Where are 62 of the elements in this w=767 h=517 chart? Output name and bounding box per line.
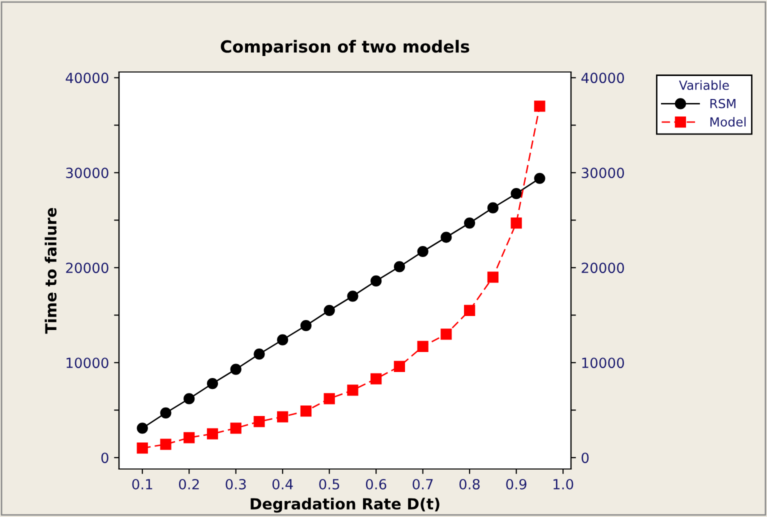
point	[300, 320, 312, 332]
point	[417, 246, 428, 258]
x-tick-label: 0.2	[178, 478, 199, 490]
x-tick-label: 0.4	[272, 478, 293, 490]
point	[136, 442, 148, 454]
point	[487, 202, 498, 214]
point	[254, 416, 265, 428]
point	[136, 422, 148, 434]
point	[324, 393, 335, 404]
point	[230, 364, 242, 375]
point	[206, 428, 218, 440]
chart-title: Comparison of two models	[220, 40, 470, 56]
point	[160, 407, 172, 419]
y-tick-label: 0	[101, 452, 108, 464]
x-tick-label: 0.3	[226, 478, 246, 490]
point	[277, 411, 288, 422]
y-tick-label: 40000	[66, 72, 108, 84]
x-tick-label: 0.7	[412, 478, 433, 490]
x-tick-label: 0.9	[506, 478, 526, 490]
point	[347, 290, 358, 302]
point	[206, 378, 218, 390]
x-tick-label: 0.1	[132, 478, 152, 490]
y-tick-label: 20000	[66, 262, 108, 274]
y2-tick-label: 20000	[582, 262, 624, 274]
point	[440, 328, 452, 340]
point	[534, 100, 546, 112]
point	[184, 432, 195, 444]
legend-title: Variable	[679, 80, 729, 90]
y2-tick-label: 0	[582, 452, 589, 464]
point	[417, 340, 428, 352]
point	[347, 384, 358, 396]
legend-label: RSM	[710, 98, 736, 108]
point	[510, 217, 522, 229]
point	[534, 172, 546, 184]
point	[254, 348, 265, 360]
point	[370, 275, 382, 287]
y-tick-label: 10000	[66, 358, 108, 368]
point	[464, 217, 476, 229]
x-tick-label: 0.8	[459, 478, 480, 490]
y-tick-label: 30000	[66, 168, 108, 178]
point	[324, 304, 335, 316]
legend-label: Model	[710, 116, 746, 127]
point	[370, 373, 382, 384]
point	[394, 261, 406, 272]
point	[510, 188, 522, 200]
point	[300, 406, 312, 417]
y2-tick-label: 40000	[581, 72, 624, 84]
point	[184, 393, 195, 404]
x-axis-title: Degradation Rate D(t)	[250, 498, 440, 513]
y-axis-title: Time to failure	[44, 208, 57, 334]
point	[277, 334, 288, 346]
x-tick-label: 0.5	[319, 478, 340, 490]
x-tick-label: 0.6	[366, 478, 386, 490]
y2-tick-label: 30000	[582, 168, 624, 178]
point	[464, 304, 476, 316]
y2-tick-label: 10000	[582, 358, 624, 368]
x-tick-label: 1.0	[554, 478, 574, 490]
point	[394, 360, 406, 372]
point	[160, 438, 172, 450]
point	[487, 272, 498, 283]
point	[230, 422, 242, 434]
point	[440, 232, 452, 243]
